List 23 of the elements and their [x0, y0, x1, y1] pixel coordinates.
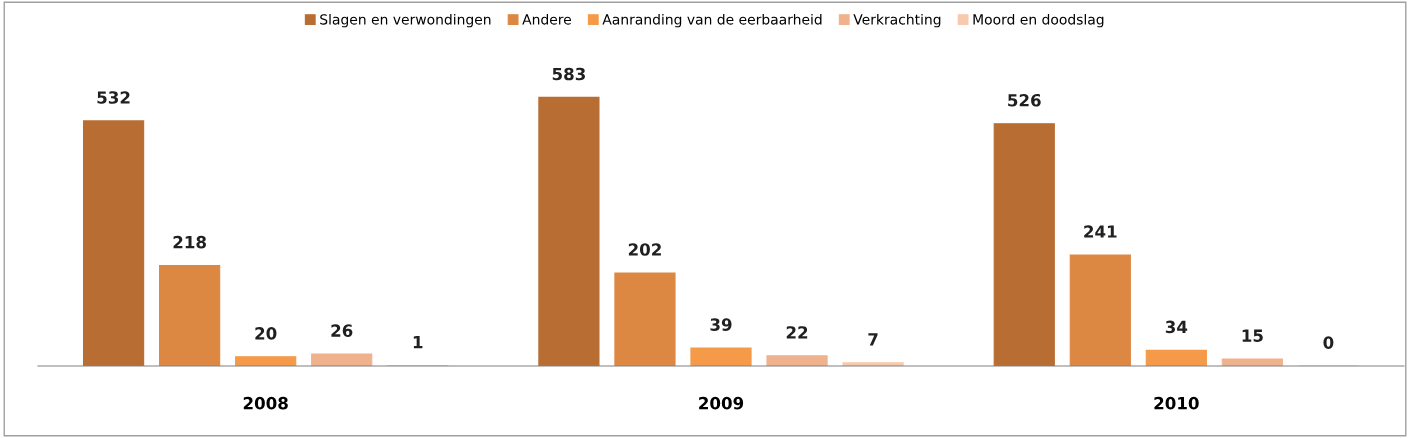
data-label: 532 — [97, 91, 130, 104]
data-label: 15 — [1242, 329, 1263, 342]
x-tick-label: 2008 — [243, 396, 288, 410]
data-label: 202 — [628, 243, 661, 256]
x-tick-label: 2009 — [699, 396, 744, 410]
legend-label: Verkrachting — [853, 13, 941, 28]
legend-label: Aanranding van de eerbaarheid — [602, 13, 822, 28]
data-label: 34 — [1165, 320, 1188, 334]
data-label: 1 — [413, 336, 423, 349]
data-label: 218 — [173, 235, 206, 249]
data-label: 22 — [786, 326, 808, 339]
data-label: 0 — [1323, 336, 1334, 349]
data-label: 20 — [255, 327, 277, 340]
data-label: 26 — [331, 324, 353, 337]
data-label: 241 — [1084, 225, 1117, 238]
data-label: 583 — [552, 67, 585, 81]
legend-label: Moord en doodslag — [973, 13, 1104, 28]
legend-label: Slagen en verwondingen — [320, 13, 491, 28]
data-label: 526 — [1008, 93, 1041, 107]
data-label: 7 — [868, 333, 878, 346]
data-label: 39 — [710, 318, 732, 331]
legend-label: Andere — [522, 13, 572, 25]
x-tick-label: 2010 — [1154, 396, 1199, 410]
